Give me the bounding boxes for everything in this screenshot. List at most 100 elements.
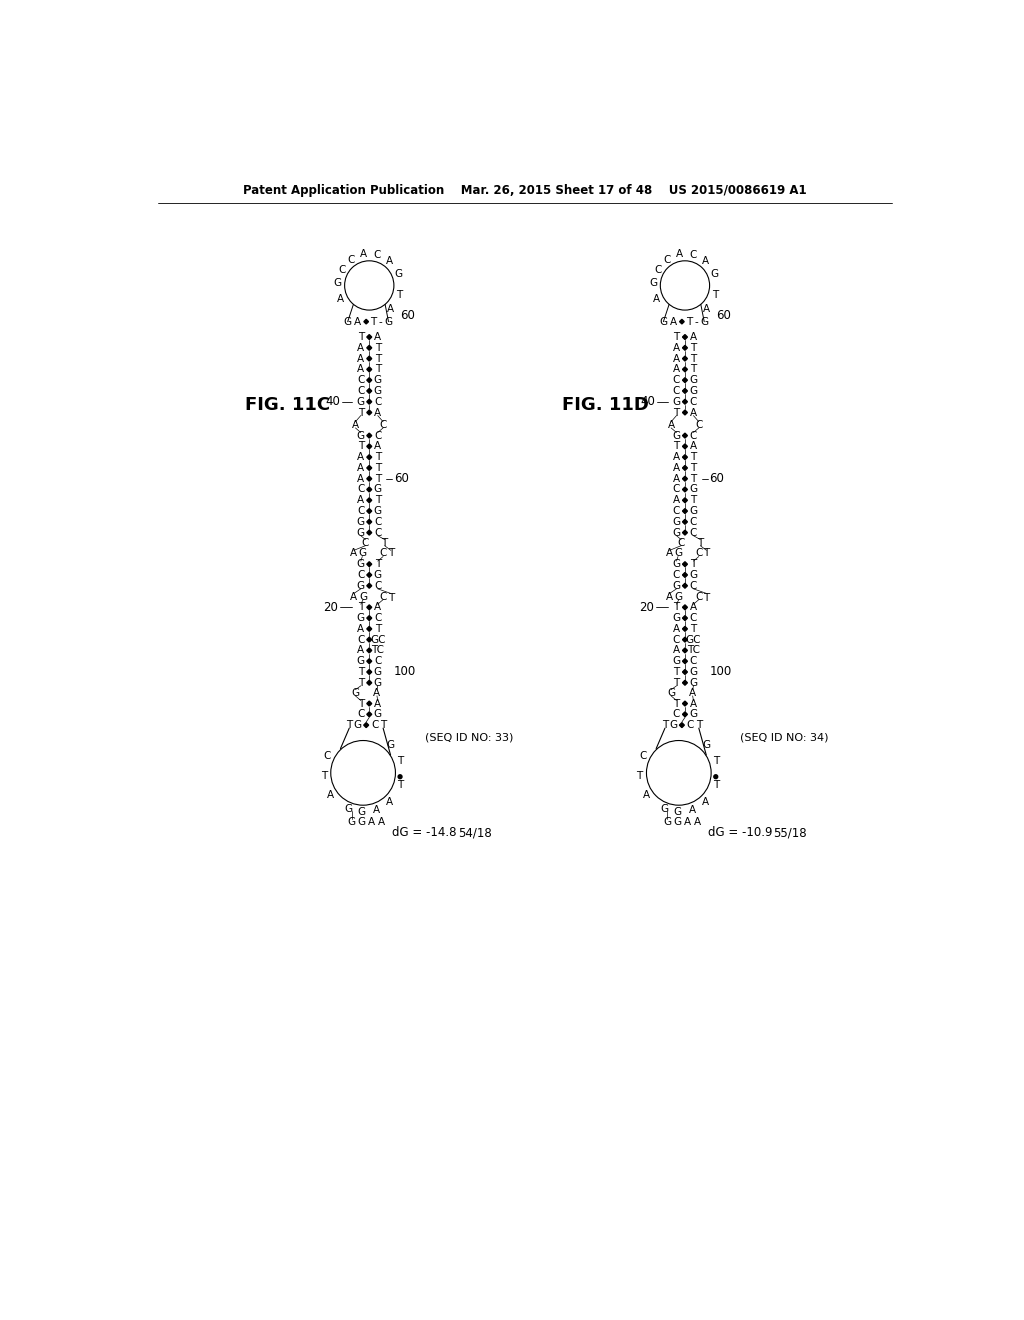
Text: T: T <box>690 453 696 462</box>
Text: C: C <box>374 656 381 667</box>
Polygon shape <box>682 346 687 350</box>
Text: A: A <box>652 294 659 304</box>
Text: A: A <box>673 624 680 634</box>
Text: C: C <box>673 484 680 495</box>
Text: C: C <box>374 612 381 623</box>
Text: C: C <box>690 581 697 591</box>
Polygon shape <box>682 399 687 404</box>
Text: G: G <box>384 317 392 326</box>
Text: 20: 20 <box>639 601 654 614</box>
Text: C: C <box>690 430 697 441</box>
Text: T: T <box>357 677 364 688</box>
Text: C: C <box>338 265 346 275</box>
Text: G: G <box>374 484 382 495</box>
Text: A: A <box>690 602 697 612</box>
Polygon shape <box>682 531 687 535</box>
Text: A: A <box>337 294 344 304</box>
Text: A: A <box>684 817 691 828</box>
Polygon shape <box>367 399 372 404</box>
Text: A: A <box>386 797 393 807</box>
Text: T: T <box>375 624 381 634</box>
Polygon shape <box>367 508 372 513</box>
Text: 100: 100 <box>394 665 416 678</box>
Text: T: T <box>674 698 680 709</box>
Text: C: C <box>374 249 381 260</box>
Text: G: G <box>670 721 678 730</box>
Text: A: A <box>690 333 697 342</box>
Text: C: C <box>673 709 680 719</box>
Text: T: T <box>674 408 680 417</box>
Text: A: A <box>328 791 335 800</box>
Text: G: G <box>374 677 382 688</box>
Text: G: G <box>374 570 382 579</box>
Text: T: T <box>397 780 403 789</box>
Text: (SEQ ID NO: 33): (SEQ ID NO: 33) <box>425 733 513 742</box>
Text: T: T <box>674 602 680 612</box>
Text: C: C <box>361 537 369 548</box>
Text: G: G <box>689 709 697 719</box>
Text: G: G <box>356 560 365 569</box>
Circle shape <box>714 775 718 779</box>
Text: C: C <box>695 420 702 430</box>
Text: A: A <box>374 688 381 698</box>
Text: C: C <box>347 255 355 264</box>
Text: G: G <box>675 591 683 602</box>
Polygon shape <box>682 367 687 372</box>
Text: T: T <box>690 495 696 506</box>
Text: T: T <box>382 537 388 548</box>
Text: A: A <box>374 441 381 451</box>
Text: G: G <box>356 397 365 407</box>
Text: A: A <box>378 817 385 828</box>
Text: FIG. 11D: FIG. 11D <box>562 396 648 413</box>
Text: A: A <box>357 343 365 352</box>
Text: G: G <box>674 548 682 558</box>
Polygon shape <box>682 466 687 470</box>
Text: C: C <box>357 709 365 719</box>
Text: A: A <box>357 354 365 363</box>
Polygon shape <box>367 433 372 438</box>
Polygon shape <box>682 638 687 642</box>
Text: A: A <box>701 256 709 267</box>
Polygon shape <box>682 627 687 631</box>
Text: G: G <box>356 430 365 441</box>
Text: A: A <box>374 602 381 612</box>
Polygon shape <box>682 444 687 449</box>
Text: T: T <box>357 408 364 417</box>
Text: T: T <box>695 721 701 730</box>
Text: A: A <box>676 249 683 259</box>
Text: G: G <box>673 560 681 569</box>
Text: T: T <box>397 756 403 767</box>
Text: A: A <box>670 317 677 326</box>
Text: A: A <box>673 645 680 656</box>
Text: G: G <box>700 317 709 326</box>
Text: G: G <box>660 804 668 814</box>
Polygon shape <box>682 388 687 393</box>
Polygon shape <box>682 615 687 620</box>
Polygon shape <box>682 680 687 685</box>
Text: A: A <box>350 591 357 602</box>
Text: A: A <box>666 591 673 602</box>
Text: G: G <box>356 656 365 667</box>
Text: G: G <box>689 385 697 396</box>
Text: A: A <box>368 817 375 828</box>
Text: G: G <box>356 612 365 623</box>
Text: C: C <box>673 570 680 579</box>
Text: G: G <box>374 709 382 719</box>
Text: G: G <box>356 517 365 527</box>
Text: G: G <box>344 804 352 814</box>
Polygon shape <box>364 319 369 323</box>
Text: C: C <box>654 265 662 275</box>
Text: C: C <box>324 751 331 762</box>
Text: T: T <box>388 548 394 558</box>
Polygon shape <box>682 378 687 383</box>
Text: A: A <box>373 805 380 814</box>
Polygon shape <box>367 411 372 414</box>
Text: A: A <box>360 249 368 259</box>
Text: A: A <box>387 304 394 314</box>
Text: T: T <box>357 667 364 677</box>
Text: G: G <box>374 506 382 516</box>
Text: A: A <box>354 317 361 326</box>
Text: A: A <box>690 408 697 417</box>
Text: C: C <box>374 397 381 407</box>
Text: A: A <box>350 548 357 558</box>
